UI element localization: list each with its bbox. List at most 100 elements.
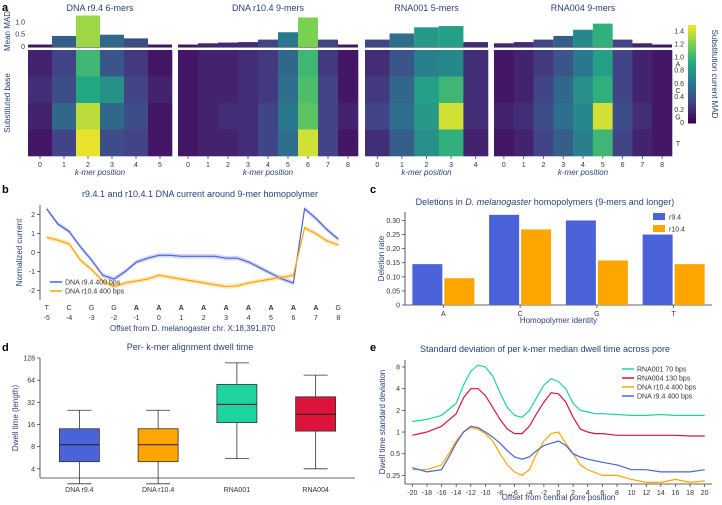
mad-bar xyxy=(148,44,172,47)
heatmap-cell xyxy=(652,50,673,77)
x-tick-label: 4 xyxy=(134,162,138,169)
y-tick-label: 0.05 xyxy=(386,288,400,295)
colorbar-step xyxy=(688,98,696,102)
heatmap-cell xyxy=(124,50,149,77)
x-tick-label: DNA r9.4 xyxy=(65,487,94,494)
heatmap-cell xyxy=(632,50,653,77)
heatmap-cell xyxy=(258,76,279,104)
x-tick-label: -8 xyxy=(497,490,503,497)
heatmap-cell xyxy=(365,50,390,77)
colorbar-step xyxy=(688,120,696,124)
colorbar-step xyxy=(688,78,696,82)
heatmap-cell xyxy=(318,76,339,104)
colorbar-tick: 1.0 xyxy=(674,55,684,62)
panel-letter-c: c xyxy=(370,184,376,196)
heatmap-cell xyxy=(592,103,613,130)
x-tick-label: -20 xyxy=(407,490,417,497)
colorbar-step xyxy=(688,59,696,63)
x-axis-label: k-mer position xyxy=(401,168,452,177)
panel-b: b r9.4.1 and r10.4.1 DNA current around 9… xyxy=(2,184,341,333)
colorbar-step xyxy=(688,74,696,77)
heatmap-cell xyxy=(178,50,199,77)
base-letter: A xyxy=(134,305,139,312)
x-tick-label: 0 xyxy=(157,315,161,322)
heatmap-cell xyxy=(198,129,219,157)
mad-bar xyxy=(632,43,653,47)
x-axis-label: k-mer position xyxy=(243,168,294,177)
mad-bar xyxy=(298,17,318,47)
y-tick-label: 16 xyxy=(27,422,35,429)
heatmap-cell xyxy=(632,103,653,130)
heatmap-cell xyxy=(28,103,53,130)
y-tick-label: 0.30 xyxy=(386,218,400,225)
series-line xyxy=(412,427,705,484)
heatmap-cell xyxy=(463,129,489,157)
x-tick-label: -3 xyxy=(88,315,94,322)
heatmap-cell xyxy=(198,76,219,104)
legend-label: r9.4 xyxy=(669,215,681,222)
mad-bar xyxy=(553,35,574,47)
heatmap-cell xyxy=(553,76,574,104)
y-tick-label: 0.20 xyxy=(386,246,400,253)
heatmap-cell xyxy=(612,103,633,130)
heatmap-cell xyxy=(318,129,339,157)
x-tick-label: 0 xyxy=(38,162,42,169)
mad-bar xyxy=(652,44,672,47)
panel-letter-e: e xyxy=(370,342,376,354)
x-tick-label: -5 xyxy=(44,315,50,322)
heatmap-cell xyxy=(338,76,359,104)
colorbar-step xyxy=(688,27,696,31)
x-tick-label: 6 xyxy=(621,162,625,169)
colorbar-tick: 1.2 xyxy=(674,42,684,49)
heatmap-cell xyxy=(198,103,219,130)
colorbar-step xyxy=(688,93,696,97)
colorbar-step xyxy=(688,105,696,109)
bar xyxy=(597,260,628,305)
y-tick-label: 4 xyxy=(396,386,400,393)
y-tick-label: 1 xyxy=(396,430,400,437)
heatmap-cell xyxy=(494,50,515,77)
heatmap-cell xyxy=(338,103,359,130)
heatmap-cell xyxy=(100,129,125,157)
heatmap-cell xyxy=(494,103,515,130)
subpanel-title: RNA001 5-mers xyxy=(394,3,459,13)
heatmap-cell xyxy=(124,103,149,130)
y-tick-label: 0.15 xyxy=(386,260,400,267)
mad-bar xyxy=(414,27,439,47)
heatmap-cell xyxy=(513,76,534,104)
heatmap-cell xyxy=(533,76,554,104)
y-tick-label: 4 xyxy=(31,466,35,473)
colorbar-step xyxy=(688,113,696,117)
series-line xyxy=(46,207,339,284)
x-tick-label: 4 xyxy=(581,162,585,169)
subpanel-title: DNA r9.4 6-mers xyxy=(66,3,134,13)
bar xyxy=(642,234,673,305)
colorbar-step xyxy=(688,110,696,114)
x-axis-label: Offset from D. melanogaster chr. X:18,39… xyxy=(110,324,276,333)
heatmap-cell xyxy=(258,103,279,130)
colorbar-tick: 0.2 xyxy=(674,107,684,114)
colorbar-step xyxy=(688,47,696,50)
legend-label: RNA001 70 bps xyxy=(637,367,687,374)
heatmap-cell xyxy=(318,103,339,130)
legend-label: r10.4 xyxy=(669,227,685,234)
x-axis-label: k-mer position xyxy=(75,168,126,177)
x-tick-label: 3 xyxy=(561,162,565,169)
y-tick-label: 8 xyxy=(396,364,400,371)
heatmap-cell xyxy=(438,76,464,104)
x-tick-label: 7 xyxy=(640,162,644,169)
x-tick-label: 5 xyxy=(158,162,162,169)
base-letter: A xyxy=(201,305,206,312)
mad-bar xyxy=(238,42,258,47)
heatmap-cell xyxy=(533,103,554,130)
title-part: Deletions in xyxy=(416,197,466,207)
subpanel-title: DNA r10.4 9-mers xyxy=(232,3,305,13)
heatmap-cell xyxy=(414,129,440,157)
x-tick-label: -16 xyxy=(436,490,446,497)
x-tick-label: 7 xyxy=(326,162,330,169)
heatmap-subpanel: RNA004 9-mers 0 1 2 3 4 5 6 7 8 k-mer position xyxy=(494,3,673,177)
x-tick-label: RNA004 xyxy=(302,487,329,494)
mad-bar xyxy=(389,33,415,47)
heatmap-cell xyxy=(513,103,534,130)
